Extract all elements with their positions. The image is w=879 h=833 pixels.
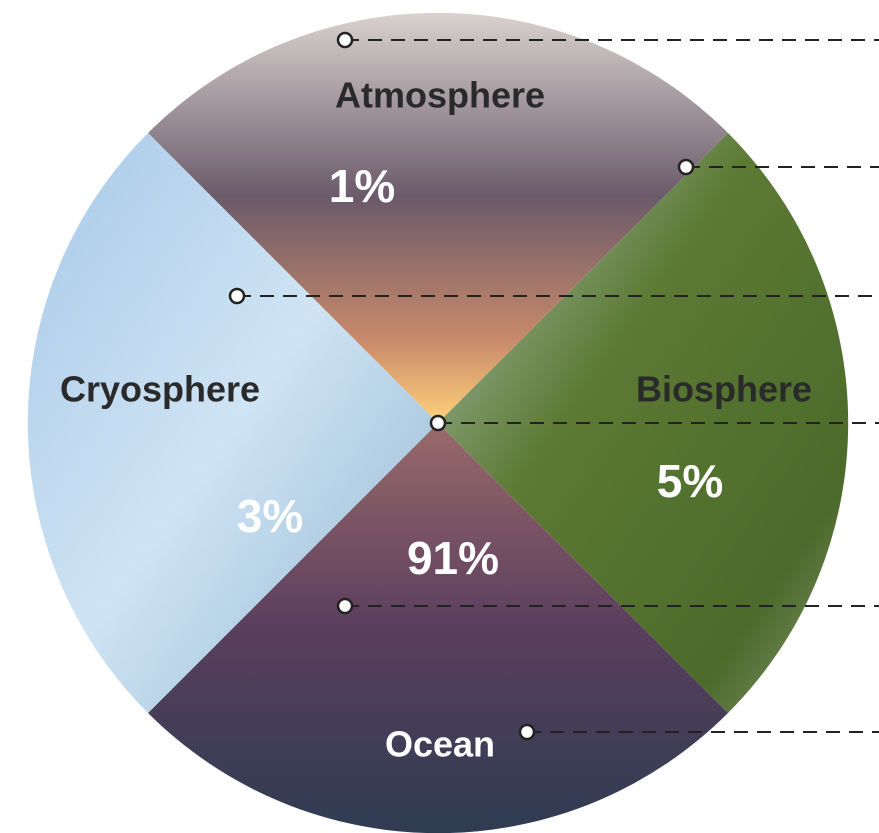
atmosphere-wedge bbox=[148, 12, 728, 424]
leader-lines bbox=[228, 31, 879, 741]
segment-label: Atmosphere bbox=[335, 75, 545, 116]
biosphere-wedge bbox=[438, 133, 849, 713]
marker bbox=[429, 414, 447, 432]
ocean-wedge bbox=[148, 423, 728, 833]
wedges bbox=[27, 12, 849, 833]
marker bbox=[228, 287, 246, 305]
segment-label: Biosphere bbox=[636, 369, 812, 410]
segment-label: Cryosphere bbox=[60, 369, 260, 410]
marker bbox=[336, 597, 354, 615]
marker bbox=[677, 158, 695, 176]
cryosphere-wedge bbox=[27, 133, 438, 713]
segment-label: Ocean bbox=[385, 724, 495, 765]
marker bbox=[518, 723, 536, 741]
marker bbox=[336, 31, 354, 49]
segment-share: 5% bbox=[657, 455, 723, 507]
segment-share: 91% bbox=[407, 532, 499, 584]
segment-share: 3% bbox=[237, 490, 303, 542]
segment-share: 1% bbox=[329, 160, 395, 212]
